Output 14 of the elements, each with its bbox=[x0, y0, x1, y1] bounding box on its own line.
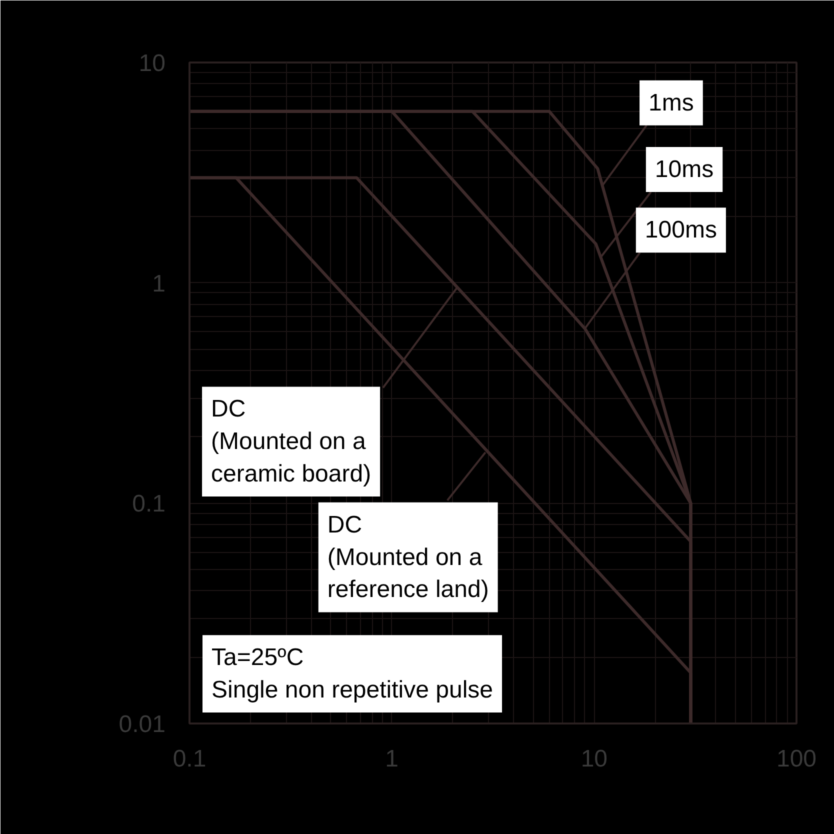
annotation: Ta=25ºC Single non repetitive pulse bbox=[212, 644, 494, 704]
y-tick-label: 0.1 bbox=[132, 490, 166, 518]
y-tick-label: 1 bbox=[152, 270, 166, 298]
x-tick-label: 100 bbox=[776, 746, 817, 772]
annotation: DC (Mounted on a reference land) bbox=[327, 511, 489, 604]
x-tick-label: 1 bbox=[385, 746, 399, 772]
annotation: DC (Mounted on a ceramic board) bbox=[211, 396, 372, 488]
y-tick-label: 0.01 bbox=[118, 711, 166, 738]
x-tick-label: 0.1 bbox=[172, 746, 206, 772]
annotation: 100ms bbox=[644, 216, 717, 244]
annotation: 10ms bbox=[654, 156, 714, 183]
y-tick-label: 10 bbox=[138, 50, 166, 77]
x-tick-label: 10 bbox=[580, 746, 608, 772]
annotation: 1ms bbox=[648, 89, 694, 116]
